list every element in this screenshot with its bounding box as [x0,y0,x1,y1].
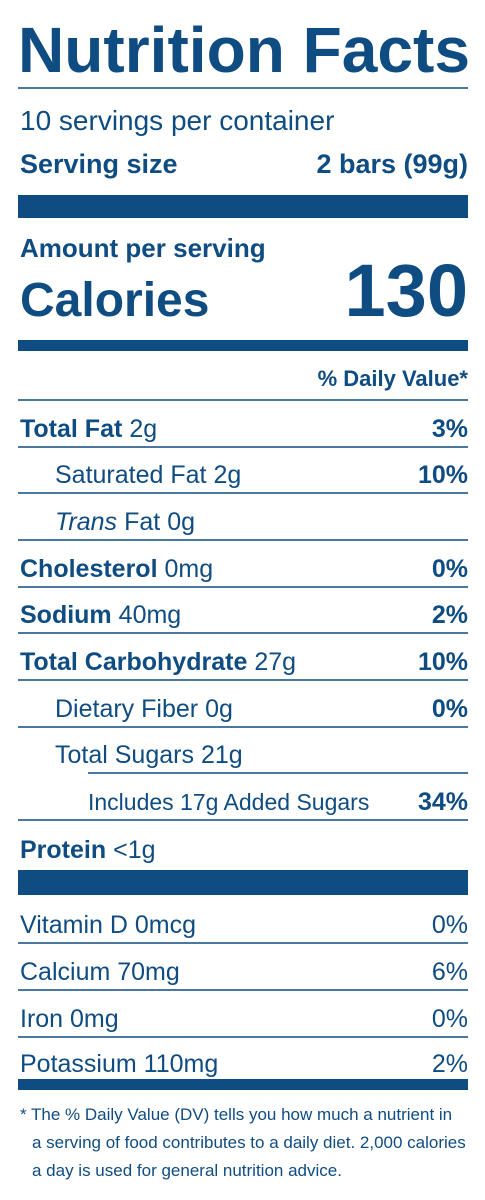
nutrient-row: Saturated Fat 2g [55,461,241,489]
footnote-line: a day is used for general nutrition advi… [32,1161,342,1180]
nutrient-dv: 0% [432,555,468,583]
nutrient-name-italic: Trans [55,508,117,536]
nutrient-amount: 40mg [119,601,182,629]
title: Nutrition Facts [18,14,470,86]
nutrient-row: Total Sugars 21g [55,741,243,769]
nutrient-amount: 0g [167,508,195,536]
footnote-line: a serving of food contributes to a daily… [32,1133,466,1152]
nutrient-row: Cholesterol 0mg [20,555,213,583]
daily-value-header: % Daily Value* [318,366,469,391]
nutrient-dv: 3% [432,415,468,443]
nutrient-name: Dietary Fiber [55,695,198,723]
nutrient-row: Protein <1g [20,836,156,864]
nutrient-amount: <1g [113,836,155,864]
nutrient-name: Saturated Fat [55,461,207,489]
nutrient-name: Total Carbohydrate [20,648,247,676]
nutrient-dv: 2% [432,601,468,629]
vitamin-dv: 6% [432,958,468,986]
nutrient-name: Total Fat [20,415,123,443]
vitamin-dv: 0% [432,911,468,939]
nutrient-amount: 0mg [165,555,214,583]
nutrient-amount: 2g [129,415,157,443]
thick-divider [18,1079,468,1090]
thick-divider [18,195,468,218]
nutrient-amount: 2g [213,461,241,489]
vitamin-name: Potassium 110mg [20,1050,218,1078]
thick-divider [18,340,468,351]
vitamin-dv: 2% [432,1050,468,1078]
serving-size-label: Serving size [20,149,178,179]
footnote-line: * The % Daily Value (DV) tells you how m… [20,1105,452,1124]
calories-label: Calories [20,274,209,327]
vitamin-dv: 0% [432,1005,468,1033]
nutrient-name: Includes 17g Added Sugars [88,789,369,815]
nutrient-dv: 34% [418,788,468,816]
nutrient-name: Total Sugars [55,741,194,769]
nutrient-dv: 10% [418,648,468,676]
thick-divider [18,870,468,895]
nutrient-name: Cholesterol [20,555,158,583]
serving-size-value: 2 bars (99g) [316,149,468,179]
nutrient-name: Protein [20,836,106,864]
nutrient-name: Sodium [20,601,112,629]
vitamin-name: Iron 0mg [20,1005,119,1033]
nutrient-row: Sodium 40mg [20,601,181,629]
nutrient-dv: 0% [432,695,468,723]
nutrient-row: Total Carbohydrate 27g [20,648,296,676]
calories-value: 130 [345,249,468,332]
vitamin-name: Vitamin D 0mcg [20,911,196,939]
vitamin-name: Calcium 70mg [20,958,180,986]
nutrient-name: Fat [124,508,160,536]
nutrient-amount: 21g [201,741,243,769]
nutrient-dv: 10% [418,461,468,489]
nutrient-amount: 27g [254,648,296,676]
nutrient-row: Total Fat 2g [20,415,157,443]
nutrient-row: Dietary Fiber 0g [55,695,233,723]
amount-per-serving: Amount per serving [20,233,266,263]
nutrient-amount: 0g [205,695,233,723]
nutrient-row: Trans Fat 0g [55,508,195,536]
servings: 10 servings per container [20,105,334,136]
